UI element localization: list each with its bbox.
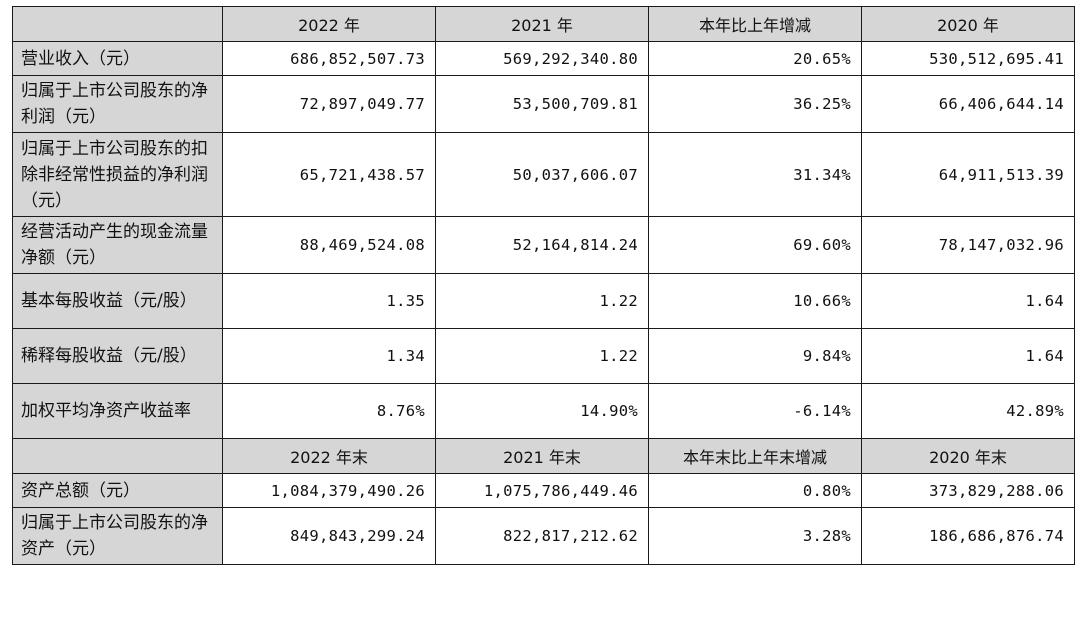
row-label: 归属于上市公司股东的扣除非经常性损益的净利润（元） xyxy=(12,132,223,217)
change-cell: 3.28% xyxy=(648,507,862,565)
row-label: 加权平均净资产收益率 xyxy=(12,383,223,439)
change-cell: 69.60% xyxy=(648,216,862,274)
value-cell: 72,897,049.77 xyxy=(222,75,436,133)
value-cell: 14.90% xyxy=(435,383,649,439)
value-cell: 65,721,438.57 xyxy=(222,132,436,217)
row-label: 营业收入（元） xyxy=(12,41,223,76)
header-cell: 2020 年 xyxy=(861,6,1075,42)
header-corner-cell xyxy=(12,438,223,474)
value-cell: 1.64 xyxy=(861,328,1075,384)
table-row: 营业收入（元） 686,852,507.73 569,292,340.80 20… xyxy=(12,41,1075,76)
value-cell: 53,500,709.81 xyxy=(435,75,649,133)
change-cell: 0.80% xyxy=(648,473,862,508)
value-cell: 64,911,513.39 xyxy=(861,132,1075,217)
change-cell: 9.84% xyxy=(648,328,862,384)
value-cell: 1.22 xyxy=(435,328,649,384)
header-cell: 2022 年末 xyxy=(222,438,436,474)
value-cell: 50,037,606.07 xyxy=(435,132,649,217)
value-cell: 1.34 xyxy=(222,328,436,384)
table-row: 资产总额（元） 1,084,379,490.26 1,075,786,449.4… xyxy=(12,473,1075,508)
row-label: 归属于上市公司股东的净利润（元） xyxy=(12,75,223,133)
value-cell: 8.76% xyxy=(222,383,436,439)
value-cell: 1.22 xyxy=(435,273,649,329)
table-row: 加权平均净资产收益率 8.76% 14.90% -6.14% 42.89% xyxy=(12,383,1075,439)
value-cell: 1,075,786,449.46 xyxy=(435,473,649,508)
header-cell: 2020 年末 xyxy=(861,438,1075,474)
value-cell: 686,852,507.73 xyxy=(222,41,436,76)
table-row: 归属于上市公司股东的扣除非经常性损益的净利润（元） 65,721,438.57 … xyxy=(12,132,1075,217)
value-cell: 42.89% xyxy=(861,383,1075,439)
value-cell: 186,686,876.74 xyxy=(861,507,1075,565)
value-cell: 373,829,288.06 xyxy=(861,473,1075,508)
financial-summary-table: 2022 年 2021 年 本年比上年增减 2020 年 营业收入（元） 686… xyxy=(12,6,1075,565)
table-row: 基本每股收益（元/股） 1.35 1.22 10.66% 1.64 xyxy=(12,273,1075,329)
row-label: 稀释每股收益（元/股） xyxy=(12,328,223,384)
value-cell: 569,292,340.80 xyxy=(435,41,649,76)
change-cell: 31.34% xyxy=(648,132,862,217)
change-cell: 10.66% xyxy=(648,273,862,329)
header-row-year-end: 2022 年末 2021 年末 本年末比上年末增减 2020 年末 xyxy=(12,438,1075,474)
row-label: 基本每股收益（元/股） xyxy=(12,273,223,329)
change-cell: -6.14% xyxy=(648,383,862,439)
value-cell: 88,469,524.08 xyxy=(222,216,436,274)
value-cell: 1.64 xyxy=(861,273,1075,329)
change-cell: 20.65% xyxy=(648,41,862,76)
header-row-years: 2022 年 2021 年 本年比上年增减 2020 年 xyxy=(12,6,1075,42)
header-cell: 2022 年 xyxy=(222,6,436,42)
table-row: 稀释每股收益（元/股） 1.34 1.22 9.84% 1.64 xyxy=(12,328,1075,384)
header-cell: 本年末比上年末增减 xyxy=(648,438,862,474)
value-cell: 822,817,212.62 xyxy=(435,507,649,565)
value-cell: 66,406,644.14 xyxy=(861,75,1075,133)
table-row: 经营活动产生的现金流量净额（元） 88,469,524.08 52,164,81… xyxy=(12,216,1075,274)
header-corner-cell xyxy=(12,6,223,42)
change-cell: 36.25% xyxy=(648,75,862,133)
value-cell: 78,147,032.96 xyxy=(861,216,1075,274)
value-cell: 1,084,379,490.26 xyxy=(222,473,436,508)
table-row: 归属于上市公司股东的净利润（元） 72,897,049.77 53,500,70… xyxy=(12,75,1075,133)
value-cell: 1.35 xyxy=(222,273,436,329)
value-cell: 52,164,814.24 xyxy=(435,216,649,274)
row-label: 资产总额（元） xyxy=(12,473,223,508)
value-cell: 849,843,299.24 xyxy=(222,507,436,565)
header-cell: 2021 年 xyxy=(435,6,649,42)
value-cell: 530,512,695.41 xyxy=(861,41,1075,76)
header-cell: 本年比上年增减 xyxy=(648,6,862,42)
table-row: 归属于上市公司股东的净资产（元） 849,843,299.24 822,817,… xyxy=(12,507,1075,565)
row-label: 经营活动产生的现金流量净额（元） xyxy=(12,216,223,274)
row-label: 归属于上市公司股东的净资产（元） xyxy=(12,507,223,565)
header-cell: 2021 年末 xyxy=(435,438,649,474)
